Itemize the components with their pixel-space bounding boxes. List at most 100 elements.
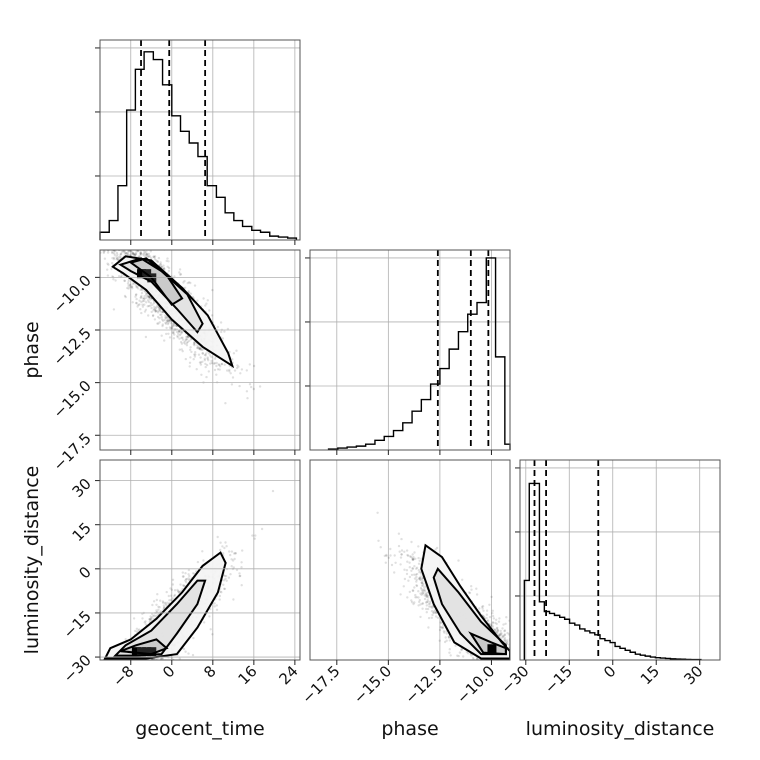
- scatter-point: [115, 690, 117, 692]
- scatter-point: [151, 662, 153, 664]
- scatter-point: [144, 623, 148, 626]
- scatter-point: [425, 591, 428, 595]
- scatter-point: [142, 676, 144, 678]
- scatter-point: [150, 257, 153, 260]
- scatter-point: [138, 676, 140, 678]
- scatter-point: [134, 692, 136, 694]
- scatter-point: [235, 366, 239, 370]
- scatter-point: [103, 671, 105, 673]
- scatter-point: [179, 273, 182, 276]
- scatter-point: [131, 666, 133, 668]
- scatter-point: [418, 571, 421, 574]
- scatter-point: [433, 609, 436, 613]
- scatter-point: [145, 669, 147, 671]
- scatter-point: [90, 706, 92, 708]
- scatter-point: [202, 559, 205, 562]
- scatter-point: [161, 318, 164, 321]
- scatter-point: [182, 341, 186, 344]
- scatter-point: [96, 255, 98, 257]
- scatter-point: [228, 370, 231, 373]
- scatter-point: [100, 243, 102, 245]
- scatter-point: [94, 230, 96, 232]
- scatter-point: [152, 669, 154, 671]
- scatter-point: [142, 253, 145, 256]
- scatter-point: [152, 309, 155, 312]
- scatter-point: [123, 279, 126, 282]
- scatter-point: [173, 594, 176, 598]
- scatter-geocent_time-vs-luminosity_distance-dense-cell-0: [131, 647, 141, 657]
- scatter-point: [417, 545, 420, 548]
- scatter-point: [476, 657, 479, 660]
- scatter-point: [186, 335, 190, 339]
- scatter-point: [85, 706, 87, 708]
- scatter-point: [176, 336, 179, 339]
- scatter-point: [178, 334, 181, 337]
- scatter-point: [184, 286, 187, 289]
- scatter-point: [136, 665, 138, 667]
- scatter-point: [79, 211, 81, 213]
- scatter-point: [177, 329, 181, 333]
- scatter-point: [187, 652, 190, 655]
- scatter-point: [146, 299, 150, 302]
- scatter-point: [205, 302, 208, 305]
- scatter-point: [188, 575, 191, 578]
- scatter-point: [107, 263, 110, 266]
- scatter-point: [64, 188, 66, 190]
- scatter-point: [165, 326, 168, 330]
- scatter-point: [219, 541, 222, 544]
- scatter-geocent_time-vs-phase-yticklabel-3: −17.5: [50, 429, 95, 474]
- scatter-point: [145, 242, 147, 244]
- scatter-point: [81, 192, 83, 194]
- scatter-point: [149, 615, 152, 618]
- scatter-point: [149, 298, 152, 301]
- scatter-point: [171, 583, 175, 586]
- scatter-point: [530, 691, 532, 693]
- scatter-point: [110, 691, 112, 693]
- scatter-point: [137, 663, 139, 665]
- scatter-point: [184, 342, 187, 345]
- scatter-point: [199, 347, 202, 350]
- scatter-point: [130, 285, 133, 289]
- scatter-point: [141, 245, 143, 247]
- scatter-point: [185, 344, 189, 347]
- scatter-point: [146, 244, 148, 246]
- scatter-point: [149, 618, 152, 621]
- scatter-point: [150, 616, 153, 619]
- scatter-point: [140, 668, 142, 670]
- scatter-point: [143, 250, 146, 254]
- scatter-point: [220, 362, 224, 366]
- scatter-point: [134, 629, 137, 633]
- scatter-point: [207, 352, 211, 355]
- scatter-point: [159, 263, 163, 266]
- scatter-point: [96, 701, 98, 703]
- scatter-point: [91, 226, 93, 228]
- scatter-point: [196, 299, 199, 302]
- scatter-point: [189, 348, 192, 351]
- scatter-point: [154, 615, 157, 618]
- scatter-point: [143, 668, 145, 670]
- scatter-point: [157, 308, 161, 311]
- scatter-point: [139, 683, 141, 685]
- scatter-point: [113, 661, 115, 663]
- scatter-point: [119, 254, 122, 257]
- scatter-point: [153, 305, 156, 309]
- scatter-point: [169, 598, 173, 602]
- scatter-point: [140, 673, 142, 675]
- scatter-point: [123, 242, 125, 244]
- scatter-point: [204, 352, 208, 355]
- scatter-point: [530, 688, 532, 690]
- scatter-point: [84, 226, 86, 228]
- scatter-point: [138, 628, 141, 631]
- scatter-point: [163, 606, 166, 610]
- scatter-point: [160, 313, 163, 316]
- scatter-point: [96, 232, 98, 234]
- scatter-point: [163, 601, 167, 604]
- scatter-point: [216, 535, 219, 539]
- scatter-point: [137, 668, 139, 670]
- scatter-point: [134, 240, 136, 242]
- scatter-point: [133, 254, 136, 257]
- scatter-point: [120, 252, 123, 256]
- scatter-point: [143, 299, 146, 303]
- scatter-point: [148, 617, 151, 621]
- scatter-point: [116, 706, 118, 708]
